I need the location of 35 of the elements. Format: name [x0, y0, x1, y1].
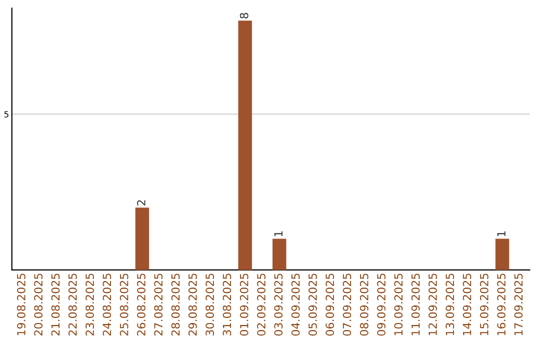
x-tick-label: 16.09.2025	[497, 274, 506, 336]
x-tick-label: 08.09.2025	[360, 274, 368, 336]
x-tick-label: 07.09.2025	[342, 274, 352, 336]
x-tick-label: 14.09.2025	[462, 274, 472, 336]
x-tick-label: 24.08.2025	[102, 274, 112, 336]
x-tick-label: 11.09.2025	[411, 274, 420, 336]
data-label: 1	[497, 231, 506, 236]
x-tick-label: 09.09.2025	[377, 274, 386, 336]
x-tick-label: 03.09.2025	[274, 274, 283, 336]
x-tick-label: 31.08.2025	[222, 274, 232, 336]
x-tick-label: 05.09.2025	[308, 274, 317, 336]
x-tick-label: 28.08.2025	[171, 274, 180, 336]
x-tick-label: 06.09.2025	[326, 274, 334, 336]
x-tick-label: 25.08.2025	[120, 274, 128, 336]
x-tick-label: 10.09.2025	[394, 274, 403, 336]
x-tick-label: 04.09.2025	[291, 274, 300, 336]
x-tick-label: 20.08.2025	[34, 274, 43, 336]
x-tick-label: 22.08.2025	[68, 274, 77, 336]
x-tick-label: 19.08.2025	[16, 274, 26, 336]
x-tick-label: 29.08.2025	[188, 274, 197, 336]
data-label: 1	[274, 231, 282, 236]
x-tick-label: 30.08.2025	[206, 274, 214, 336]
x-tick-label: 27.08.2025	[154, 274, 163, 336]
data-label: 8	[240, 12, 248, 18]
x-tick-label: 26.08.2025	[137, 274, 146, 336]
x-tick-label: 12.09.2025	[428, 274, 437, 336]
x-tick-label: 15.09.2025	[480, 274, 488, 336]
x-tick-label: 13.09.2025	[446, 274, 454, 336]
x-tick-label: 23.08.2025	[86, 274, 94, 336]
y-tick-label: 5	[4, 111, 8, 118]
x-tick-label: 17.09.2025	[514, 274, 523, 336]
x-tick-label: 02.09.2025	[257, 274, 266, 336]
x-tick-label: 21.08.2025	[51, 274, 60, 336]
data-label: 2	[137, 200, 146, 206]
x-tick-label: 01.09.2025	[240, 274, 248, 336]
